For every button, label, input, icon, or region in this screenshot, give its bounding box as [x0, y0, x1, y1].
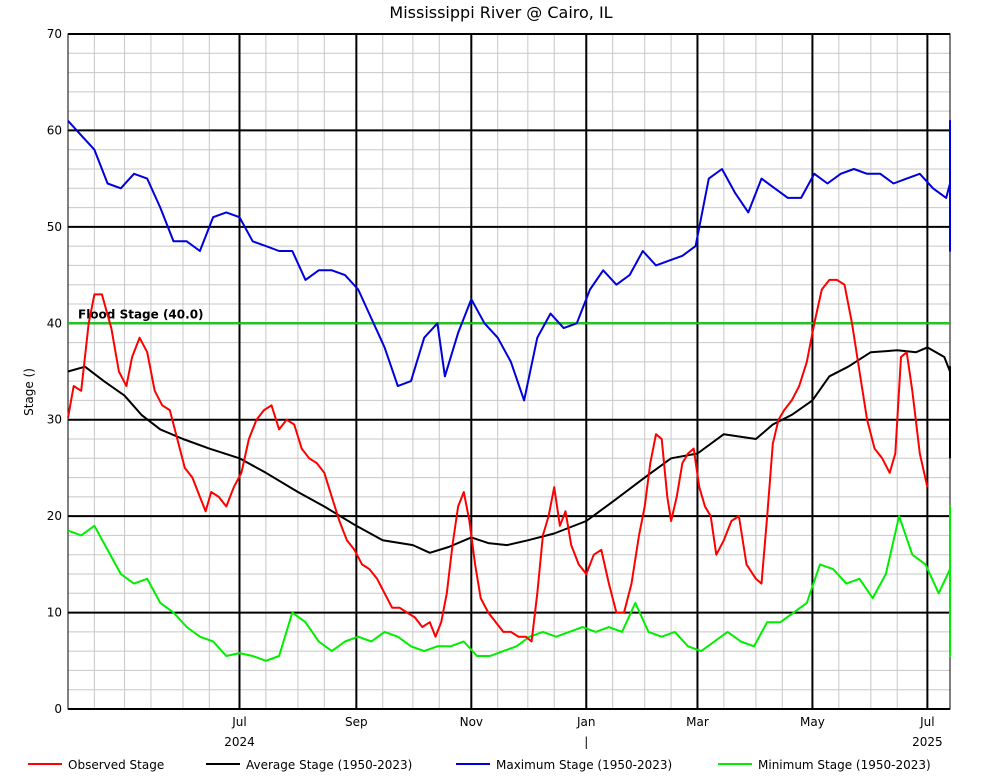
y-tick-label: 40	[47, 316, 62, 330]
y-tick-label: 50	[47, 220, 62, 234]
y-axis-ticks: 0 10 20 30 40 50 60 70	[47, 27, 62, 716]
legend-label: Average Stage (1950-2023)	[246, 758, 412, 772]
legend-label: Maximum Stage (1950-2023)	[496, 758, 672, 772]
x-tick-label: Jan	[576, 715, 596, 729]
legend-label: Observed Stage	[68, 758, 164, 772]
x-tick-label: May	[800, 715, 825, 729]
y-tick-label: 30	[47, 413, 62, 427]
series-line-average	[67, 346, 951, 554]
x-year-label: 2024	[224, 735, 255, 749]
x-tick-label: Jul	[919, 715, 934, 729]
y-tick-label: 20	[47, 509, 62, 523]
x-tick-label: Jul	[231, 715, 246, 729]
legend: Observed Stage Average Stage (1950-2023) M…	[28, 758, 931, 772]
series-line-maximum	[67, 119, 951, 402]
y-tick-label: 60	[47, 123, 62, 137]
plot-frame	[67, 33, 951, 710]
series-line-minimum	[67, 505, 951, 662]
y-axis-label: Stage ()	[22, 368, 36, 416]
chart-title: Mississippi River @ Cairo, IL	[389, 3, 612, 22]
y-tick-label: 10	[47, 606, 62, 620]
x-tick-label: Mar	[686, 715, 709, 729]
major-grid	[68, 33, 950, 710]
x-tick-label: Nov	[460, 715, 483, 729]
x-year-label: |	[584, 735, 588, 749]
x-axis-ticks: Jul Sep Nov Jan Mar May Jul 2024 | 2025	[224, 715, 942, 749]
series-line-observed	[67, 278, 929, 643]
x-tick-label: Sep	[345, 715, 368, 729]
y-tick-label: 0	[54, 702, 62, 716]
flood-stage-label: Flood Stage (40.0)	[78, 307, 204, 321]
x-year-label: 2025	[912, 735, 943, 749]
y-tick-label: 70	[47, 27, 62, 41]
series-layer	[67, 119, 951, 662]
legend-label: Minimum Stage (1950-2023)	[758, 758, 931, 772]
minor-grid	[67, 33, 950, 710]
